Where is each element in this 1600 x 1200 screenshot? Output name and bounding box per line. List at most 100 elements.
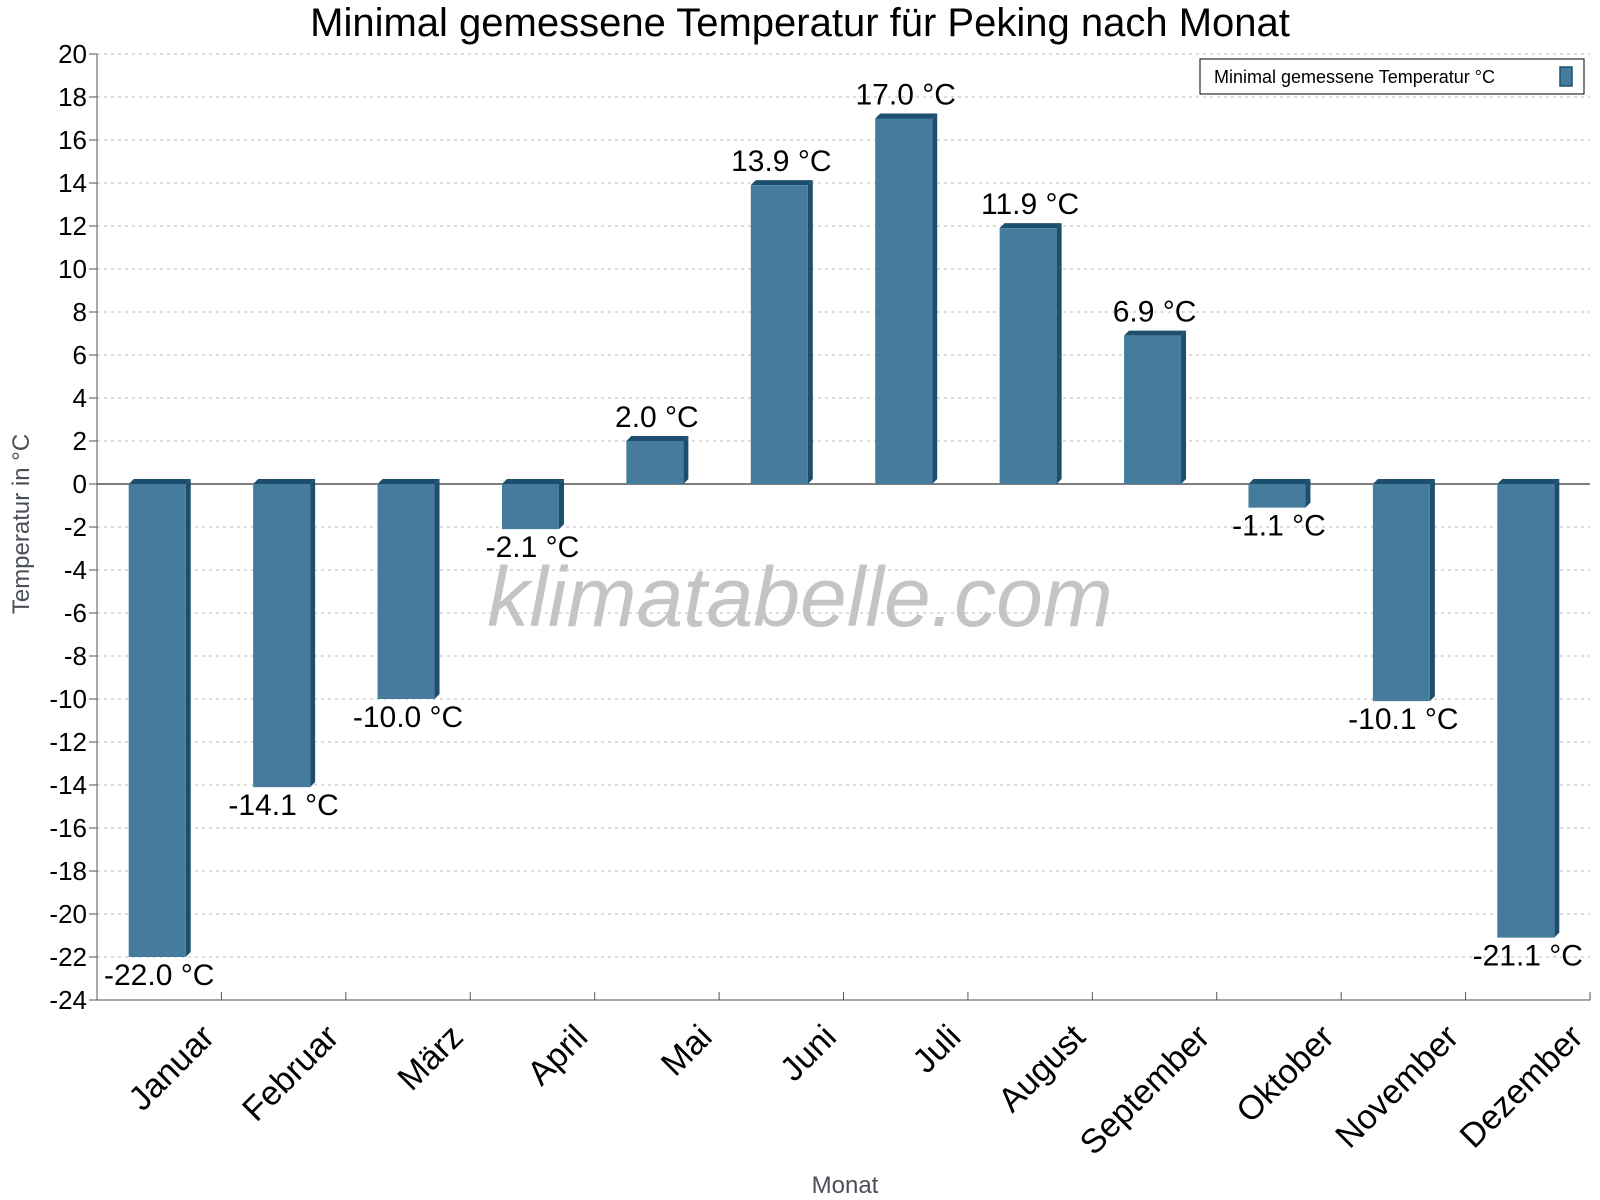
legend-label: Minimal gemessene Temperatur °C <box>1214 67 1495 87</box>
x-tick-label: Dezember <box>1453 1018 1591 1156</box>
data-label: -10.1 °C <box>1348 703 1458 736</box>
y-tick-label: 0 <box>73 469 87 499</box>
bar-side <box>310 479 316 788</box>
y-tick-label: 8 <box>73 297 87 327</box>
chart-title: Minimal gemessene Temperatur für Peking … <box>310 1 1290 45</box>
y-tick-labels: 20181614121086420-2-4-6-8-10-12-14-16-18… <box>49 39 87 1015</box>
y-tick-label: -10 <box>49 684 87 714</box>
legend-swatch <box>1559 66 1573 87</box>
data-label: -22.0 °C <box>104 959 214 992</box>
bar-top <box>626 436 689 441</box>
data-labels: -22.0 °C -14.1 °C -10.0 °C -2.1 °C 2.0 °C 13.… <box>104 79 1583 993</box>
y-tick-label: -6 <box>64 598 87 628</box>
axes <box>89 53 1591 1001</box>
data-label: 2.0 °C <box>615 401 699 434</box>
bar-side <box>558 479 564 530</box>
legend-box <box>1199 58 1585 95</box>
bar-top <box>875 113 938 119</box>
bar <box>626 436 689 484</box>
bar-side <box>683 436 689 484</box>
bar-side <box>1056 223 1062 484</box>
x-tick-label: Oktober <box>1229 1018 1341 1130</box>
bar-front <box>501 484 559 530</box>
y-tick-label: 18 <box>58 82 87 112</box>
bar <box>253 479 316 788</box>
data-label: -14.1 °C <box>228 789 338 822</box>
bar-side <box>1305 479 1311 508</box>
bar-top <box>501 479 564 484</box>
y-tick-label: 6 <box>73 340 87 370</box>
bar <box>875 113 938 484</box>
data-label: -21.1 °C <box>1473 940 1583 973</box>
data-label: -10.0 °C <box>353 701 463 734</box>
bar-front <box>1372 484 1430 702</box>
data-label: 11.9 °C <box>981 188 1079 221</box>
bar <box>1497 479 1560 938</box>
bars <box>128 113 1560 957</box>
bar-top <box>999 223 1062 229</box>
x-tick-label: April <box>520 1018 595 1093</box>
y-tick-label: 2 <box>73 426 87 456</box>
bar-front <box>128 484 186 957</box>
x-tick-labels: Januar Februar März April Mai Juni Juli AugustS… <box>121 1017 1590 1162</box>
bar-front <box>750 185 808 484</box>
bar-top <box>1124 330 1187 336</box>
bar-front <box>875 118 933 484</box>
bar-side <box>807 180 813 484</box>
bar-front <box>1248 484 1306 508</box>
y-tick-label: 4 <box>73 383 87 413</box>
bar-top <box>128 479 191 484</box>
y-tick-label: -24 <box>49 985 87 1015</box>
bar-front <box>377 484 435 699</box>
bar <box>377 479 440 699</box>
y-tick-label: -8 <box>64 641 87 671</box>
data-label: -1.1 °C <box>1232 510 1326 543</box>
bar-top <box>377 479 440 484</box>
bar-top <box>1372 479 1435 484</box>
bar <box>1372 479 1435 702</box>
bar-top <box>1497 479 1560 484</box>
y-tick-label: 12 <box>58 211 87 241</box>
x-tick-label: Februar <box>235 1018 346 1129</box>
legend: Minimal gemessene Temperatur °C <box>1199 58 1585 95</box>
data-label: 13.9 °C <box>731 145 831 178</box>
bar <box>501 479 564 530</box>
bar-side <box>434 479 440 699</box>
y-tick-label: 20 <box>58 39 87 69</box>
y-tick-label: -12 <box>49 727 87 757</box>
y-axis-title: Temperatur in °C <box>8 434 35 614</box>
data-label: 6.9 °C <box>1113 296 1197 329</box>
x-tick-label: August <box>991 1017 1093 1119</box>
bar-front <box>999 228 1057 484</box>
bar <box>1248 479 1311 508</box>
x-tick-label: Januar <box>121 1018 221 1118</box>
y-tick-label: -18 <box>49 856 87 886</box>
y-tick-label: -4 <box>64 555 87 585</box>
bar <box>999 223 1062 484</box>
bar-side <box>932 113 938 484</box>
y-tick-label: -20 <box>49 899 87 929</box>
bar <box>128 479 191 957</box>
y-tick-label: -16 <box>49 813 87 843</box>
gridlines <box>97 53 1590 1001</box>
x-tick-label: Juli <box>905 1018 968 1081</box>
data-label: -2.1 °C <box>486 531 580 564</box>
y-tick-label: 14 <box>58 168 87 198</box>
y-tick-label: -14 <box>49 770 87 800</box>
bar-side <box>1181 330 1187 484</box>
x-tick-label: September <box>1073 1018 1217 1162</box>
bar-front <box>1497 484 1555 938</box>
y-tick-label: -2 <box>64 512 87 542</box>
bar <box>1124 330 1187 484</box>
x-tick-label: März <box>390 1018 470 1098</box>
watermark-text: klimatabelle.com <box>487 550 1113 644</box>
bar-front <box>253 484 311 788</box>
x-tick-label: Mai <box>654 1018 720 1084</box>
bar-top <box>750 180 813 186</box>
x-tick-label: Juni <box>773 1018 844 1089</box>
bar-top <box>253 479 316 484</box>
x-tick-label: November <box>1328 1018 1466 1156</box>
y-tick-label: 16 <box>58 125 87 155</box>
bar-top <box>1248 479 1311 484</box>
